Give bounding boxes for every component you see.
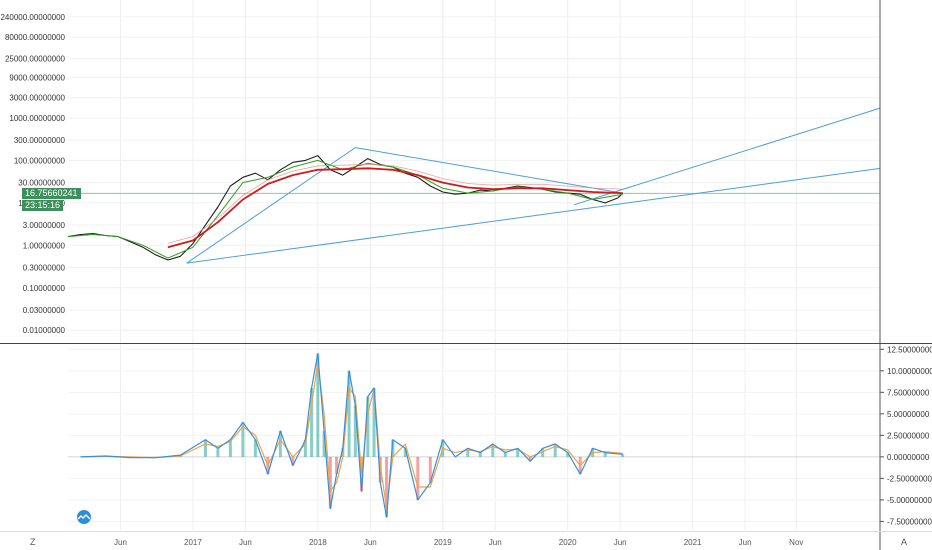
- histogram-bar: [228, 439, 232, 457]
- histogram-bar: [503, 452, 507, 457]
- price-tick-label: 0.10000000: [23, 284, 66, 293]
- price-tick-label: 300.00000000: [14, 136, 66, 145]
- time-tick-label: Nov: [789, 538, 803, 547]
- histogram-bar: [322, 431, 326, 457]
- osc-tick-label: -2.50000000: [887, 474, 932, 483]
- price-tick-label: 0.01000000: [23, 326, 66, 335]
- ma-band-upper: [167, 163, 623, 244]
- oscillator-panel: [68, 353, 880, 518]
- price-tick-label: 0.03000000: [23, 306, 66, 315]
- osc-tick-label: -5.00000000: [887, 496, 932, 505]
- histogram-bar: [466, 448, 470, 457]
- histogram-bar: [553, 443, 557, 457]
- grid: [68, 0, 880, 530]
- price-tick-label: 0.30000000: [23, 264, 66, 273]
- histogram-bar: [403, 448, 407, 457]
- histogram-bar: [566, 452, 570, 457]
- osc-tick-label: 7.50000000: [887, 388, 930, 397]
- osc-tick-label: 5.00000000: [887, 410, 930, 419]
- histogram-bar: [428, 456, 432, 483]
- histogram-bar: [278, 431, 282, 457]
- price-tick-label: 3000.00000000: [9, 94, 65, 103]
- tradingview-cloud-icon[interactable]: [74, 510, 94, 524]
- histogram-bar: [216, 448, 220, 457]
- price-line: [67, 155, 624, 261]
- histogram-bar: [478, 452, 482, 457]
- time-tick-label: Jun: [114, 538, 127, 547]
- last-price-badge: 16.75660241: [22, 188, 81, 199]
- time-tick-label: Jun: [614, 538, 627, 547]
- histogram-bar: [316, 353, 320, 457]
- histogram-bar: [491, 443, 495, 457]
- histogram-bar: [385, 456, 389, 518]
- price-panel: [67, 107, 881, 264]
- osc-tick-label: 12.50000000: [887, 345, 932, 354]
- histogram-bar: [378, 456, 382, 483]
- price-tick-label: 100.00000000: [14, 156, 66, 165]
- histogram-bar: [603, 452, 607, 457]
- time-tick-label: 2019: [434, 538, 452, 547]
- timezone-button[interactable]: Z: [30, 537, 36, 547]
- price-tick-label: 30.00000000: [18, 179, 65, 188]
- trendline: [186, 167, 881, 264]
- histogram-bar: [353, 405, 357, 457]
- time-tick-label: Jun: [739, 538, 752, 547]
- histogram-bar: [347, 370, 351, 457]
- price-tick-label: 9000.00000000: [9, 73, 65, 82]
- time-tick-label: 2020: [559, 538, 577, 547]
- time-tick-label: 2018: [309, 538, 327, 547]
- price-tick-label: 1.00000000: [23, 241, 66, 250]
- histogram-bar: [416, 456, 420, 500]
- histogram-bar: [335, 456, 339, 475]
- histogram-bar: [253, 439, 257, 457]
- time-tick-label: 2017: [184, 538, 202, 547]
- histogram-bar: [528, 456, 532, 462]
- histogram-bar: [241, 422, 245, 457]
- ma_short-line: [67, 159, 623, 259]
- osc-tick-label: 2.50000000: [887, 431, 930, 440]
- price-tick-label: 80000.00000000: [5, 33, 66, 42]
- histogram-bar: [621, 454, 625, 457]
- histogram-bar: [516, 448, 520, 457]
- time-tick-label: Jun: [239, 538, 252, 547]
- histogram-bar: [391, 439, 395, 457]
- trendline: [355, 147, 623, 194]
- time-tick-label: 2021: [684, 538, 702, 547]
- osc-tick-label: 10.00000000: [887, 367, 932, 376]
- osc-tick-label: -7.50000000: [887, 517, 932, 526]
- histogram-bar: [291, 456, 295, 466]
- histogram-bar: [541, 448, 545, 457]
- histogram-bar: [203, 439, 207, 457]
- histogram-bar: [328, 456, 332, 509]
- price-tick-label: 240000.00000000: [0, 13, 65, 22]
- trendline: [573, 107, 881, 206]
- ma_long-line: [167, 167, 623, 249]
- histogram-bar: [366, 396, 370, 457]
- price-tick-label: 25000.00000000: [5, 55, 66, 64]
- price-tick-label: 1000.00000000: [9, 114, 65, 123]
- auto-scale-button[interactable]: A: [901, 537, 908, 547]
- histogram-bar: [372, 388, 376, 457]
- time-tick-label: Jun: [489, 538, 502, 547]
- osc-tick-label: 0.00000000: [887, 453, 930, 462]
- histogram-bar: [303, 439, 307, 457]
- time-tick-label: Jun: [364, 538, 377, 547]
- price-tick-label: 3.00000000: [23, 221, 66, 230]
- macd-line: [80, 353, 623, 518]
- countdown-badge: 23:15:16: [22, 200, 64, 211]
- histogram-bar: [310, 388, 314, 457]
